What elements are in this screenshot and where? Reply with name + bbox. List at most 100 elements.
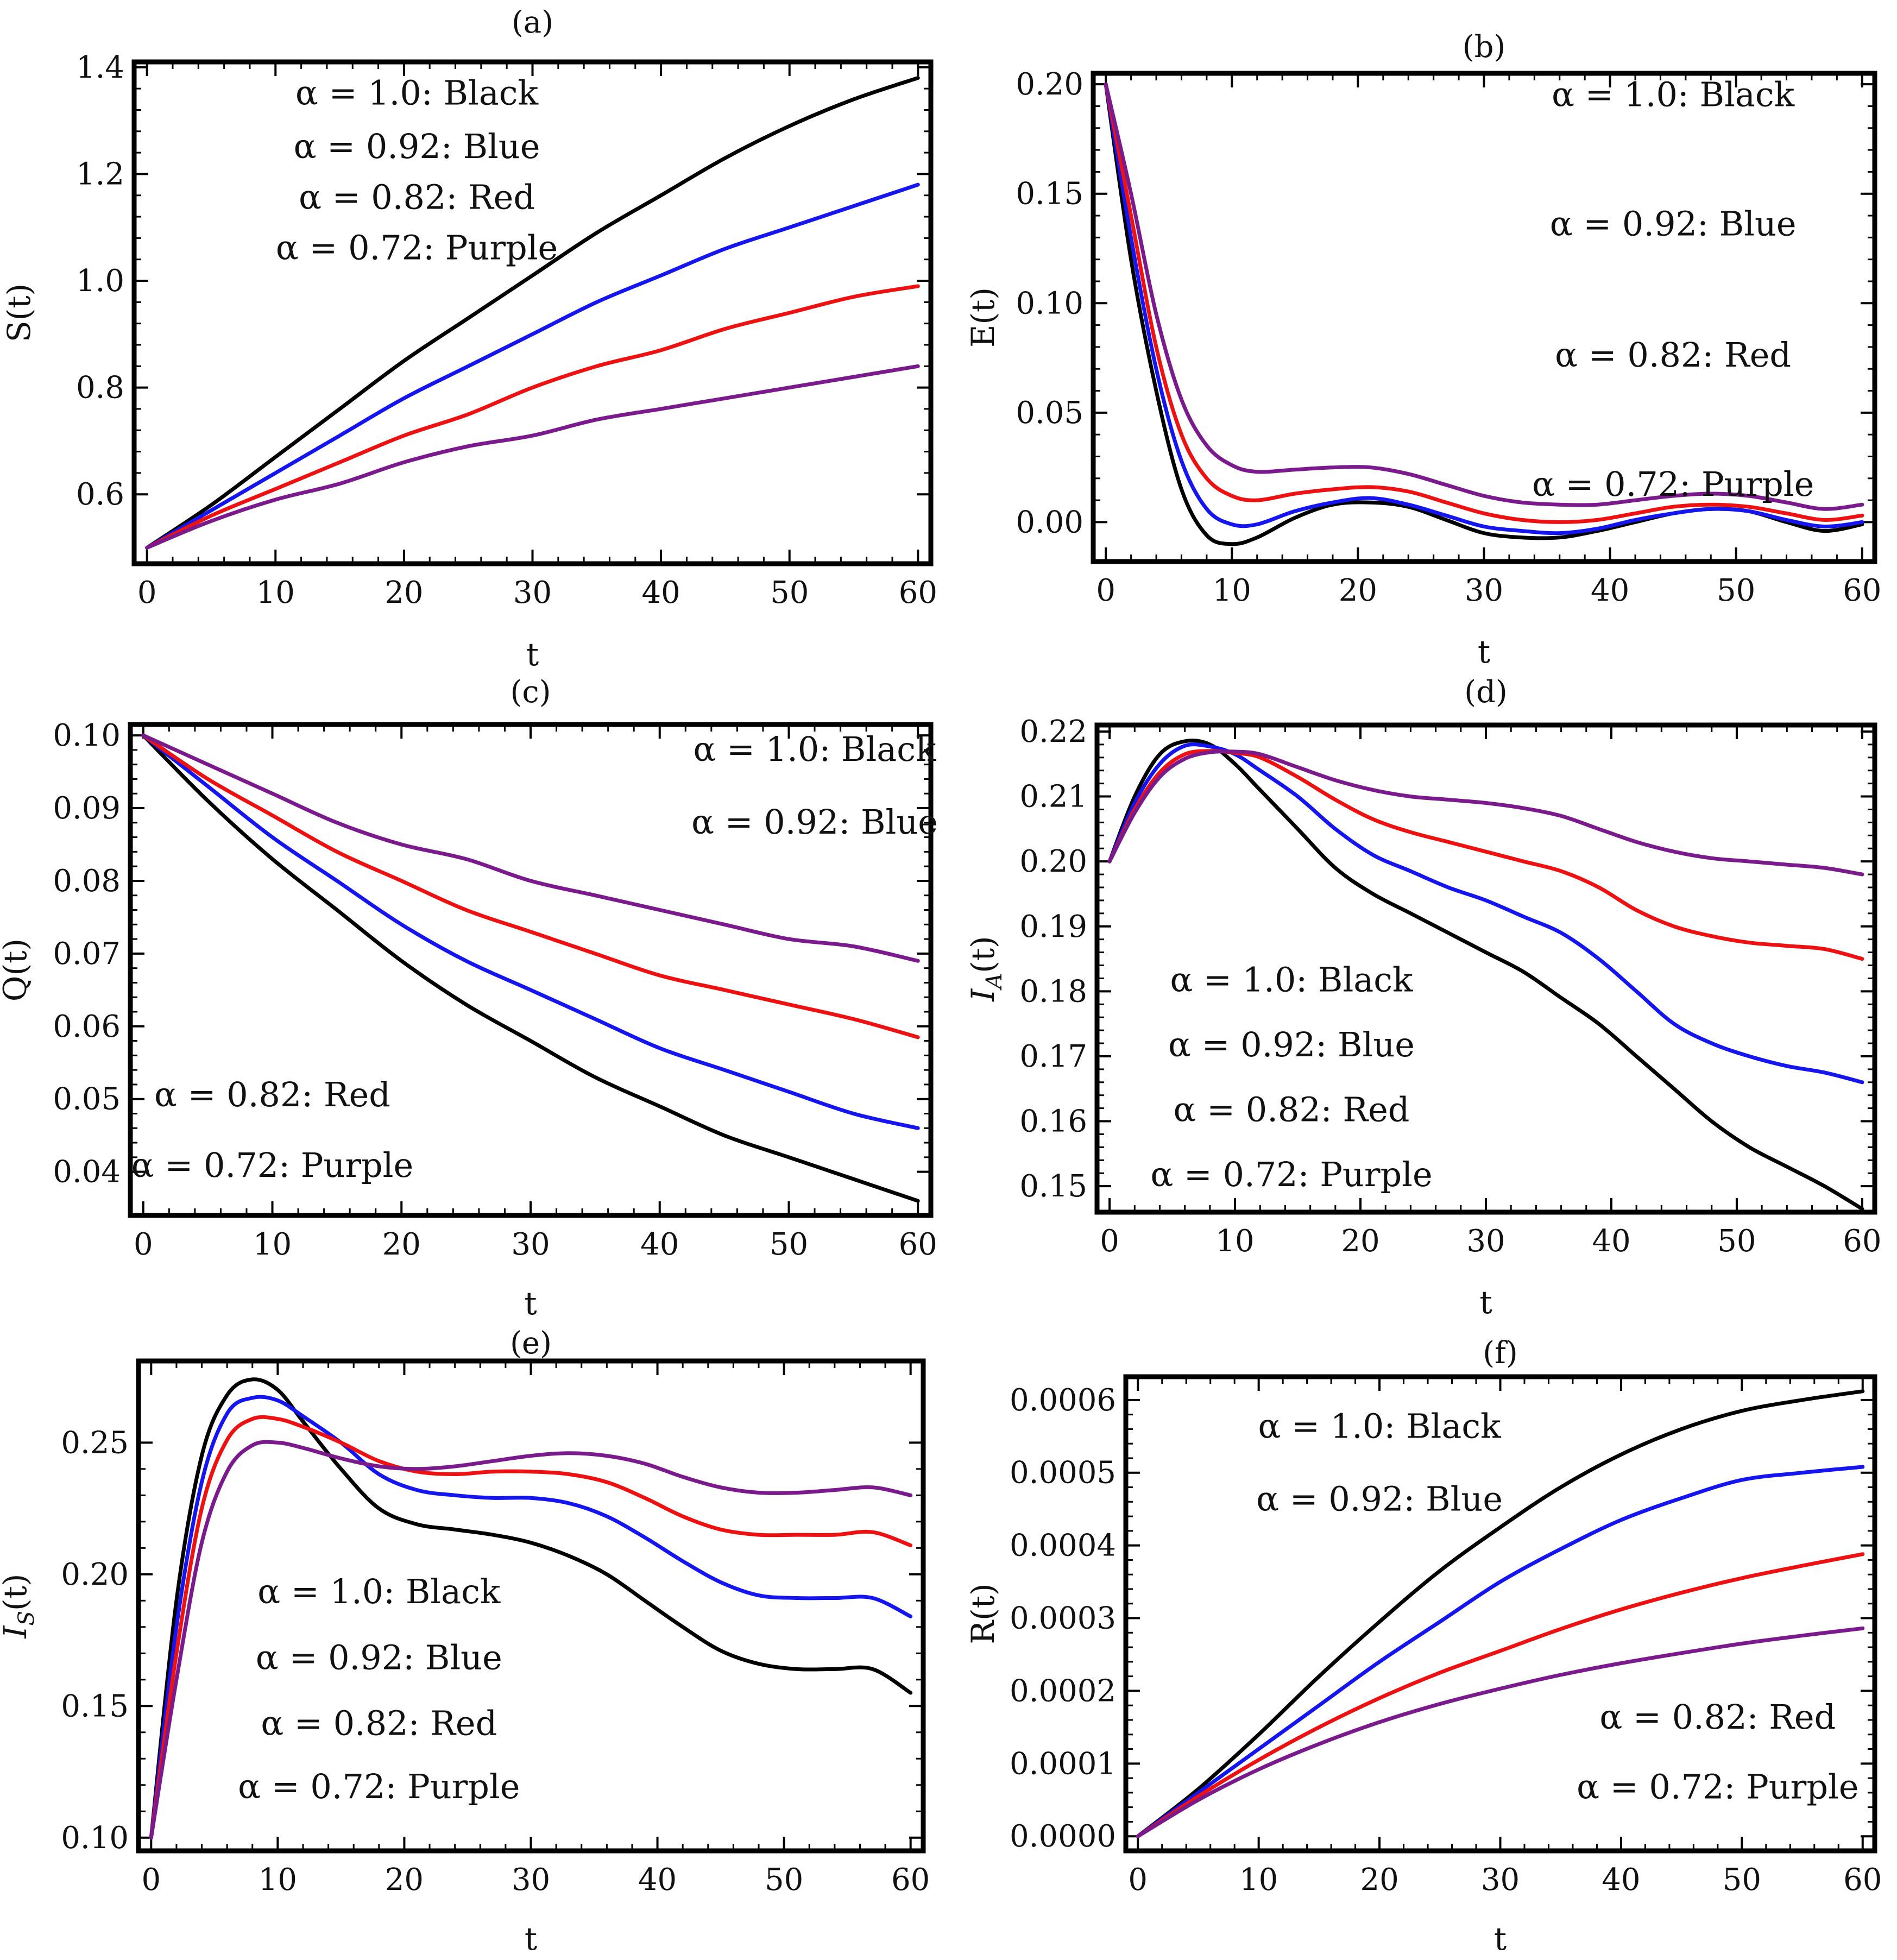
plot-frame	[1091, 71, 1877, 564]
y-tick-label: 0.0001	[1010, 1746, 1116, 1781]
x-axis-label: t	[525, 1920, 537, 1957]
panel-title: (e)	[510, 1326, 552, 1361]
panel-a: (a) 0 10 20 30 40 50 60 0.6 0.8 1.0 1.2 1.4 α = 1.0: …	[1, 5, 937, 673]
legend-entry: α = 0.72: Purple	[1577, 1767, 1858, 1807]
legend-entry: α = 0.92: Blue	[1550, 204, 1797, 243]
y-tick-label: 0.09	[53, 791, 121, 826]
legend-entry: α = 1.0: Black	[1258, 1406, 1502, 1446]
y-tick-label: 0.08	[53, 864, 121, 899]
series-line-red	[145, 284, 920, 550]
x-tick-label: 20	[382, 1227, 421, 1262]
y-tick-label: 0.10	[61, 1820, 129, 1856]
series-line-red	[141, 733, 920, 1039]
series-line-blue	[1107, 742, 1864, 1085]
x-tick-label: 20	[385, 575, 423, 610]
y-tick-label: 0.0004	[1010, 1528, 1116, 1564]
y-axis-label: Q(t)	[0, 938, 34, 1001]
panel-f: (f) 0 10 20 30 40 50 60 0.0000 0.0001 0.0002 0.0003…	[965, 1335, 1882, 1957]
x-tick-label: 30	[1466, 1224, 1505, 1259]
y-tick-label: 1.0	[76, 263, 124, 299]
y-tick-label: 0.15	[1019, 1169, 1087, 1204]
legend-entry: α = 0.92: Blue	[1256, 1479, 1503, 1518]
x-tick-label: 10	[1215, 1224, 1254, 1259]
series-line-black	[1107, 739, 1864, 1211]
series-line-black	[1136, 1389, 1865, 1838]
series-line-red	[149, 1415, 913, 1840]
series-line-black	[149, 1377, 913, 1840]
x-tick-label: 60	[899, 575, 937, 610]
x-tick-label: 10	[259, 1862, 297, 1898]
y-tick-label: 0.05	[53, 1082, 121, 1117]
x-axis-label: t	[524, 1285, 537, 1322]
y-axis-label: IA(t)	[965, 936, 1007, 1001]
x-tick-label: 20	[1339, 573, 1377, 608]
y-tick-label: 0.0006	[1010, 1383, 1116, 1418]
panel-title: (a)	[512, 5, 553, 40]
y-tick-label: 0.0000	[1010, 1819, 1116, 1854]
legend-entry: α = 0.72: Purple	[131, 1145, 413, 1185]
y-axis-label: IS(t)	[0, 1574, 39, 1639]
x-tick-label: 30	[511, 1227, 550, 1262]
y-tick-label: 0.15	[1016, 177, 1083, 212]
x-tick-label: 40	[641, 575, 680, 610]
x-tick-label: 30	[512, 1862, 550, 1898]
y-tick-label: 0.21	[1019, 779, 1087, 815]
panel-c: (c) 0 10 20 30 40 50 60 0.04 0.05 0.06 0.07 0.08 0.09…	[0, 675, 938, 1322]
legend-entry: α = 0.92: Blue	[294, 127, 540, 166]
x-tick-label: 0	[137, 575, 157, 610]
x-tick-label: 0	[134, 1227, 153, 1262]
series-line-blue	[149, 1395, 913, 1840]
series-line-red	[1104, 82, 1864, 524]
panel-d: (d) 0 10 20 30 40 50 60 0.15 0.16 0.17 0.18 0.19 0.20…	[965, 675, 1882, 1321]
series-line-blue	[145, 182, 920, 550]
x-tick-label: 30	[513, 575, 552, 610]
x-tick-label: 0	[1128, 1862, 1148, 1898]
series-line-red	[1107, 749, 1864, 961]
y-tick-label: 0.18	[1019, 974, 1087, 1009]
y-tick-label: 0.20	[61, 1557, 129, 1592]
legend-entry: α = 1.0: Black	[295, 73, 539, 113]
x-tick-label: 10	[256, 575, 295, 610]
x-tick-label: 50	[770, 575, 809, 610]
x-tick-label: 10	[253, 1227, 292, 1262]
x-tick-label: 40	[1592, 1224, 1630, 1259]
x-tick-label: 20	[385, 1862, 424, 1898]
x-tick-label: 40	[638, 1862, 677, 1898]
panel-title: (d)	[1464, 675, 1508, 710]
y-tick-label: 0.6	[76, 477, 124, 512]
y-tick-label: 0.04	[53, 1155, 121, 1190]
x-tick-label: 50	[770, 1227, 808, 1262]
y-tick-label: 0.25	[61, 1425, 129, 1460]
series-line-purple	[145, 364, 920, 550]
x-tick-label: 50	[1717, 1224, 1756, 1259]
x-tick-label: 30	[1465, 573, 1503, 608]
x-tick-label: 50	[1723, 1862, 1761, 1898]
series-line-purple	[141, 733, 920, 963]
y-axis-label: S(t)	[1, 283, 37, 342]
x-tick-label: 60	[1843, 1862, 1882, 1898]
plot-frame	[1094, 722, 1877, 1215]
y-axis-label: E(t)	[965, 287, 1001, 348]
series-line-blue	[1136, 1465, 1865, 1838]
x-tick-label: 10	[1239, 1862, 1278, 1898]
x-axis-label: t	[526, 636, 539, 673]
y-tick-label: 0.05	[1016, 395, 1083, 431]
x-axis-label: t	[1478, 633, 1490, 670]
y-tick-label: 0.15	[61, 1688, 129, 1724]
plot-frame	[128, 722, 934, 1218]
legend-entry: α = 0.82: Red	[1599, 1697, 1836, 1737]
panel-b: (b) 0 10 20 30 40 50 60 0.00 0.05 0.10 0.15 0.20 α = …	[965, 29, 1881, 670]
legend-entry: α = 0.82: Red	[261, 1704, 497, 1743]
legend-entry: α = 0.72: Purple	[1532, 464, 1814, 504]
plot-frame	[136, 1358, 926, 1854]
x-tick-label: 40	[640, 1227, 679, 1262]
x-tick-label: 40	[1602, 1862, 1640, 1898]
legend-entry: α = 0.92: Blue	[256, 1637, 502, 1677]
legend-entry: α = 1.0: Black	[257, 1572, 501, 1611]
panel-title: (f)	[1483, 1335, 1517, 1371]
y-tick-label: 0.22	[1019, 714, 1087, 749]
legend-entry: α = 0.82: Red	[1555, 335, 1791, 375]
series-line-blue	[1104, 82, 1864, 535]
series-line-purple	[1104, 82, 1864, 511]
y-tick-label: 0.0005	[1010, 1455, 1116, 1491]
